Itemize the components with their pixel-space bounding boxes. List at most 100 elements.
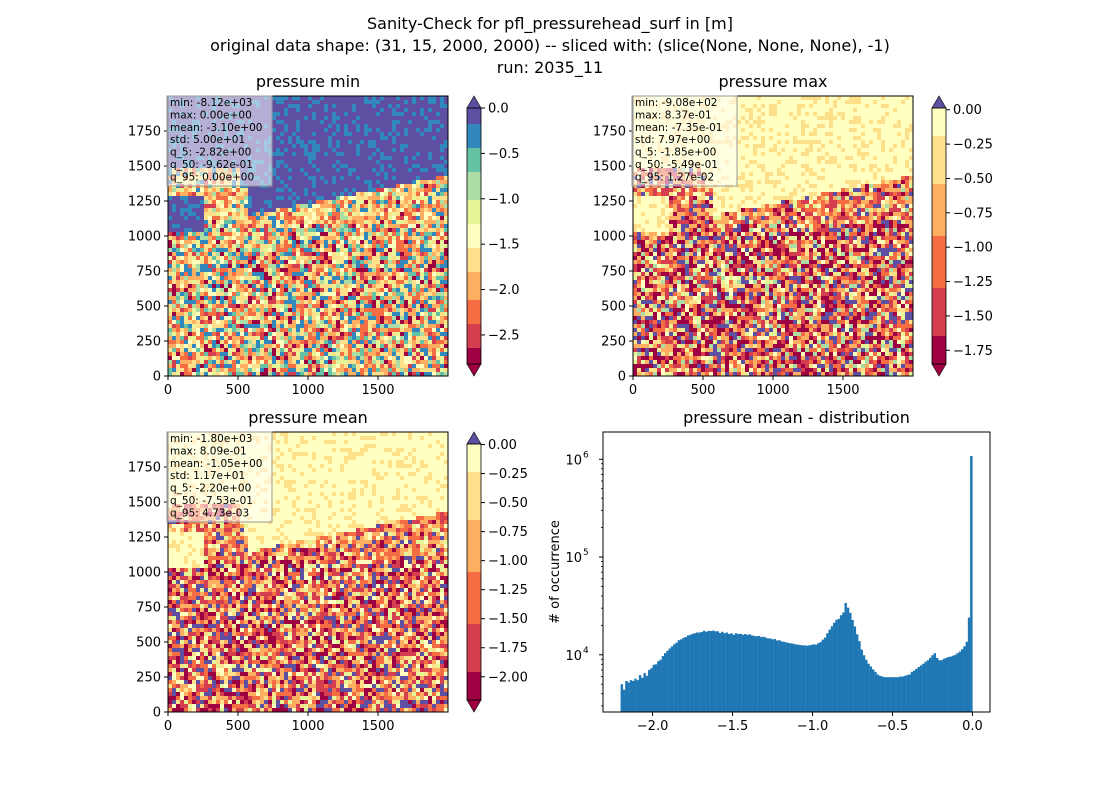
x-tick-label: 500	[226, 383, 251, 398]
colorbar-tick-label: −1.50	[488, 612, 528, 627]
histogram-bar	[823, 637, 827, 712]
histogram-bar	[679, 639, 683, 712]
stats-line: std: 5.00e+01	[170, 134, 245, 146]
histogram-bar	[748, 634, 751, 712]
colorbar-1: 0.0 −0.5 −1.0 −1.5 −2.0 −2.5	[466, 95, 520, 377]
histogram-bar	[826, 633, 829, 712]
histogram-bar	[714, 631, 717, 712]
histogram-bar	[908, 674, 911, 712]
histogram-bar	[917, 667, 921, 712]
histogram-bar	[851, 619, 854, 712]
histogram-bar	[723, 633, 726, 712]
histogram-bar	[636, 680, 640, 712]
figure-title-line-1: Sanity-Check for pfl_pressurehead_surf i…	[367, 14, 733, 33]
y-tick-label: 250	[136, 671, 161, 686]
histogram-bar	[846, 607, 850, 712]
histogram-bar	[839, 615, 843, 712]
y-tick-label: 0	[153, 706, 161, 721]
colorbar-tick-label: −0.75	[488, 525, 528, 540]
y-tick-label: 500	[601, 300, 626, 315]
histogram-bar	[632, 680, 635, 712]
histogram-bar	[659, 659, 662, 712]
x-tick-label: 0	[164, 383, 172, 398]
colorbar-tick-label: 0.00	[488, 438, 517, 453]
histogram-bar	[954, 654, 957, 712]
histogram-bar	[878, 675, 882, 712]
y-tick-label: 750	[136, 601, 161, 616]
colorbar-tick-label: −0.5	[488, 147, 520, 162]
histogram-bar	[709, 631, 713, 712]
stats-line: min: -8.12e+03	[170, 97, 252, 109]
y-tick-label: 750	[136, 265, 161, 280]
histogram-bar	[919, 665, 923, 712]
y-tick-label: 750	[601, 265, 626, 280]
y-tick-label: 1500	[593, 160, 626, 175]
stats-line: q_50: -9.62e-01	[170, 159, 253, 171]
histogram-bar	[801, 645, 804, 712]
hist-y-tick-label: 10	[565, 453, 582, 468]
x-tick-label: 1000	[291, 383, 324, 398]
histogram-bar	[782, 641, 786, 712]
colorbar-tick-label: 0.00	[953, 103, 982, 118]
y-tick-label: 1250	[593, 195, 626, 210]
colorbar-frame	[466, 443, 482, 701]
histogram-bar	[673, 644, 676, 712]
histogram-bar	[775, 640, 779, 712]
histogram-bar	[629, 680, 633, 712]
y-tick-label: 250	[136, 335, 161, 350]
y-tick-label: 1750	[128, 125, 161, 140]
histogram-bar	[769, 638, 772, 712]
histogram-bar	[645, 675, 649, 712]
stats-line: q_5: -2.20e+00	[170, 483, 251, 495]
histogram-bar	[949, 656, 953, 712]
histogram-bar	[622, 689, 626, 712]
x-tick-label: 500	[691, 383, 716, 398]
histogram-bar	[881, 676, 884, 712]
colorbar-extend-bottom	[931, 363, 947, 377]
histogram-bar	[929, 657, 932, 712]
hist-x-tick-label: −1.0	[797, 719, 829, 734]
panel-title-max: pressure max	[718, 72, 828, 91]
colorbar-tick-label: −1.75	[953, 344, 993, 359]
histogram-bar	[730, 633, 733, 712]
histogram-bar	[652, 664, 656, 712]
histogram-bar	[970, 455, 973, 712]
hist-y-tick-exponent: 6	[583, 450, 589, 460]
histogram-bar	[922, 663, 925, 712]
histogram-bar	[874, 671, 877, 712]
panel-title-mean: pressure mean	[248, 408, 368, 427]
histogram-bar	[702, 630, 706, 712]
colorbar-extend-top	[931, 95, 947, 109]
x-tick-label: 0	[629, 383, 637, 398]
stats-line: max: 8.37e-01	[635, 109, 712, 121]
histogram-bar	[741, 634, 745, 712]
colorbar-tick-label: −2.00	[488, 670, 528, 685]
histogram-bar	[807, 645, 811, 712]
histogram-bar	[798, 644, 802, 712]
histogram-bar	[766, 638, 770, 712]
histogram-bar	[814, 644, 818, 712]
stats-line: q_95: 4.73e-03	[170, 507, 249, 519]
histogram-bar	[648, 669, 651, 712]
histogram-bar	[787, 643, 790, 712]
histogram-bar	[689, 634, 692, 712]
figure-title-line-2: original data shape: (31, 15, 2000, 2000…	[210, 36, 890, 55]
histogram-bar	[737, 634, 740, 712]
histogram-bar	[901, 676, 905, 712]
histogram	[620, 455, 973, 712]
colorbar-tick-label: −1.25	[488, 583, 528, 598]
stats-line: std: 1.17e+01	[170, 470, 245, 482]
histogram-bar	[755, 636, 758, 712]
panel-title-distribution: pressure mean - distribution	[683, 408, 910, 427]
histogram-bar	[716, 631, 720, 712]
stats-line: max: 0.00e+00	[170, 109, 252, 121]
histogram-bar	[903, 675, 907, 712]
histogram-bar	[849, 612, 852, 712]
histogram-bar	[705, 631, 708, 712]
histogram-bar	[933, 653, 937, 712]
colorbar-tick-label: −1.5	[488, 238, 520, 253]
x-tick-label: 1500	[361, 719, 394, 734]
histogram-bar	[698, 632, 701, 712]
histogram-bar	[858, 641, 861, 712]
